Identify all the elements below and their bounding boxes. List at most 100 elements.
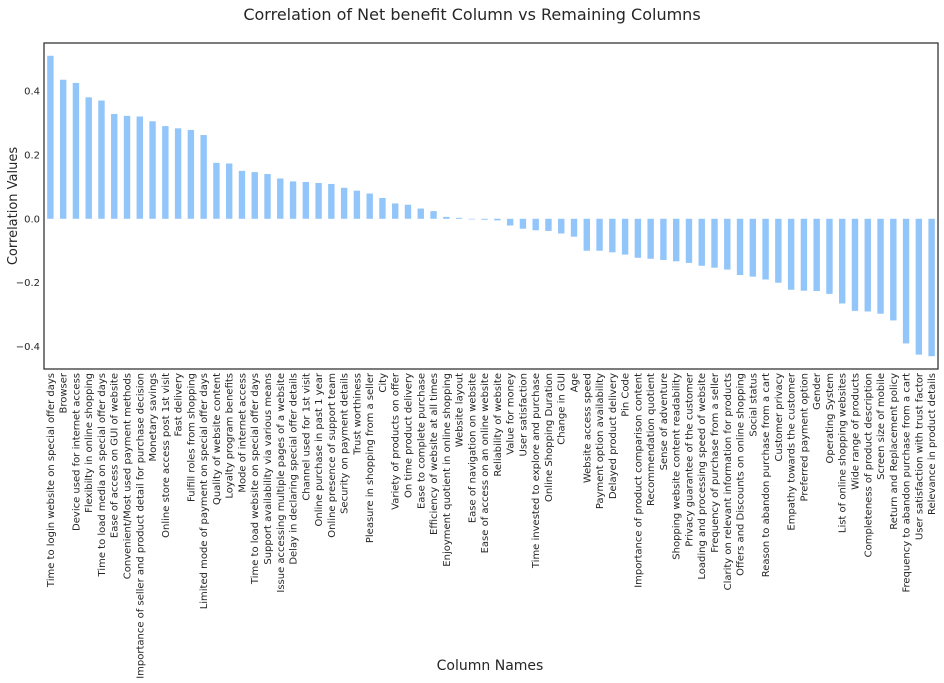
x-tick-label: Website layout [455,373,466,447]
bar [647,218,654,259]
x-tick-label: Online Shopping Duration [544,373,555,502]
bar [200,135,207,219]
x-tick-label: User satisfaction [518,373,529,457]
x-tick-label: Delayed product delivery [608,373,619,499]
bar [392,203,399,219]
x-tick-label: Security on payment details [340,373,351,514]
x-tick-label: Ease of navigation on website [467,373,478,523]
x-tick-label: Time to login website on special offer d… [46,373,57,588]
bar [353,190,361,219]
bar [506,218,514,226]
x-tick-label: Online purchase in past 1 year [314,372,325,526]
x-tick-label: Pleasure in shopping from a seller [365,372,376,543]
bar [123,115,131,219]
bar [570,218,578,237]
plot-frame [43,42,939,370]
x-tick-label: Online store access post 1st visit [161,373,172,538]
x-tick-label: Offers and Discounts on online shopping [736,373,747,576]
bar [72,82,80,219]
x-tick-label: Sense of adventure [659,373,670,470]
bar [519,218,527,229]
x-tick-label: Importance of seller and product detail … [135,373,146,679]
bar [162,126,169,219]
x-tick-label: Reliability of website [493,373,504,477]
bar [762,218,769,280]
bar [238,170,246,219]
bar [494,218,501,221]
x-tick-label: Return and Replacement policy [889,373,900,530]
x-tick-label: List of online shopping websites [838,373,849,533]
x-tick-label: Time to load media on special offer days [97,373,108,578]
bar [404,204,412,219]
bar [98,100,105,219]
bar [660,218,667,261]
x-tick-label: Convenient/Most used payment methods [123,373,134,579]
y-tick-label: 0.2 [24,150,40,161]
bar [890,218,897,321]
bar [775,218,782,283]
bar [225,163,233,219]
x-tick-label: Variety of products on offer [391,372,402,510]
x-tick-label: Age [570,373,581,392]
y-tick-label: 0.0 [24,214,40,225]
bar [609,218,616,253]
x-tick-label: Fulfill roles from shopping [186,373,197,502]
bar [302,182,310,219]
bar [328,183,335,219]
bar [558,218,565,234]
bar [545,218,552,231]
bar [417,208,424,219]
x-tick-label: City [378,373,389,393]
bar [264,174,271,219]
x-tick-labels: Time to login website on special offer d… [46,372,938,679]
x-tick-label: Relevance in product details [927,373,938,515]
bar [698,218,705,266]
bar [736,218,744,276]
x-tick-label: Social status [748,373,759,437]
x-tick-label: Gender [812,372,823,410]
bar [430,211,437,219]
x-tick-label: Importance of product comparison content [633,373,644,588]
x-tick-label: Ease of access on an online website [480,373,491,553]
y-tick-label: −0.4 [16,342,40,353]
y-ticks: −0.4 −0.2 0.0 0.2 0.4 [16,86,40,353]
x-tick-label: Ease to complete purchase [416,373,427,509]
x-tick-label: Operating System [825,373,836,463]
x-tick-label: Privacy guarantee of the customer [684,372,695,547]
bar [340,187,348,219]
chart-title: Correlation of Net benefit Column vs Rem… [243,5,700,24]
x-tick-label: Online presence of support team [327,373,338,538]
x-tick-label: User satisfaction with trust factor [914,372,925,540]
x-tick-label: Loading and processing speed of website [697,373,708,580]
bar [289,181,297,219]
x-tick-label: Time to load website on special offer da… [250,373,261,585]
x-tick-label: Ease of access on GUI of website [110,373,121,538]
bar [596,218,603,251]
bar [672,218,680,262]
y-tick-label: 0.4 [24,86,40,97]
bar [532,218,539,231]
bar [315,182,322,219]
bar [839,218,846,304]
x-tick-label: Efficiency of website at all times [429,373,440,535]
bar [111,113,118,219]
bar [583,218,590,251]
x-tick-label: Reason to abandon purchase from a cart [761,373,772,577]
x-tick-label: Trust worthiness [352,373,363,456]
x-tick-label: Change in GUI [557,373,568,445]
x-tick-label: Payment option availability [595,373,606,509]
x-tick-label: Website access speed [582,373,593,483]
x-tick-label: Enjoyment quotient in online shopping [442,373,453,567]
x-tick-label: Mode of internet access [237,373,248,493]
x-tick-label: Frequency of purchase from a seller [710,372,721,553]
x-tick-label: Customer privacy [774,373,785,462]
bar [800,218,808,291]
x-tick-label: Support availability via various means [263,373,274,565]
bar [877,218,884,314]
bar [851,218,859,311]
bar [813,218,820,292]
bar [787,218,795,290]
bar [443,216,450,219]
bar [685,218,693,263]
